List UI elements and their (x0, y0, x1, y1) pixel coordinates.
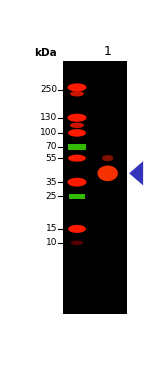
Text: 250: 250 (40, 86, 57, 94)
Ellipse shape (98, 165, 118, 181)
Text: 130: 130 (40, 113, 57, 122)
Bar (68, 144, 86, 150)
Text: kDa: kDa (34, 48, 57, 58)
Ellipse shape (70, 91, 84, 96)
Text: 100: 100 (40, 128, 57, 137)
Ellipse shape (71, 240, 83, 245)
Ellipse shape (68, 129, 86, 136)
Ellipse shape (70, 123, 84, 128)
Polygon shape (129, 161, 143, 186)
Bar (63, 61, 127, 314)
Ellipse shape (67, 114, 87, 122)
Text: 10: 10 (46, 238, 57, 247)
Text: 35: 35 (46, 178, 57, 187)
Text: 25: 25 (46, 192, 57, 201)
Text: 15: 15 (46, 224, 57, 233)
Ellipse shape (67, 83, 87, 92)
Text: 55: 55 (46, 154, 57, 163)
Ellipse shape (68, 154, 86, 162)
Text: 70: 70 (46, 142, 57, 151)
Ellipse shape (68, 225, 86, 233)
Bar (69, 194, 85, 199)
Text: 1: 1 (104, 45, 112, 58)
Ellipse shape (67, 178, 87, 187)
Ellipse shape (102, 155, 113, 161)
